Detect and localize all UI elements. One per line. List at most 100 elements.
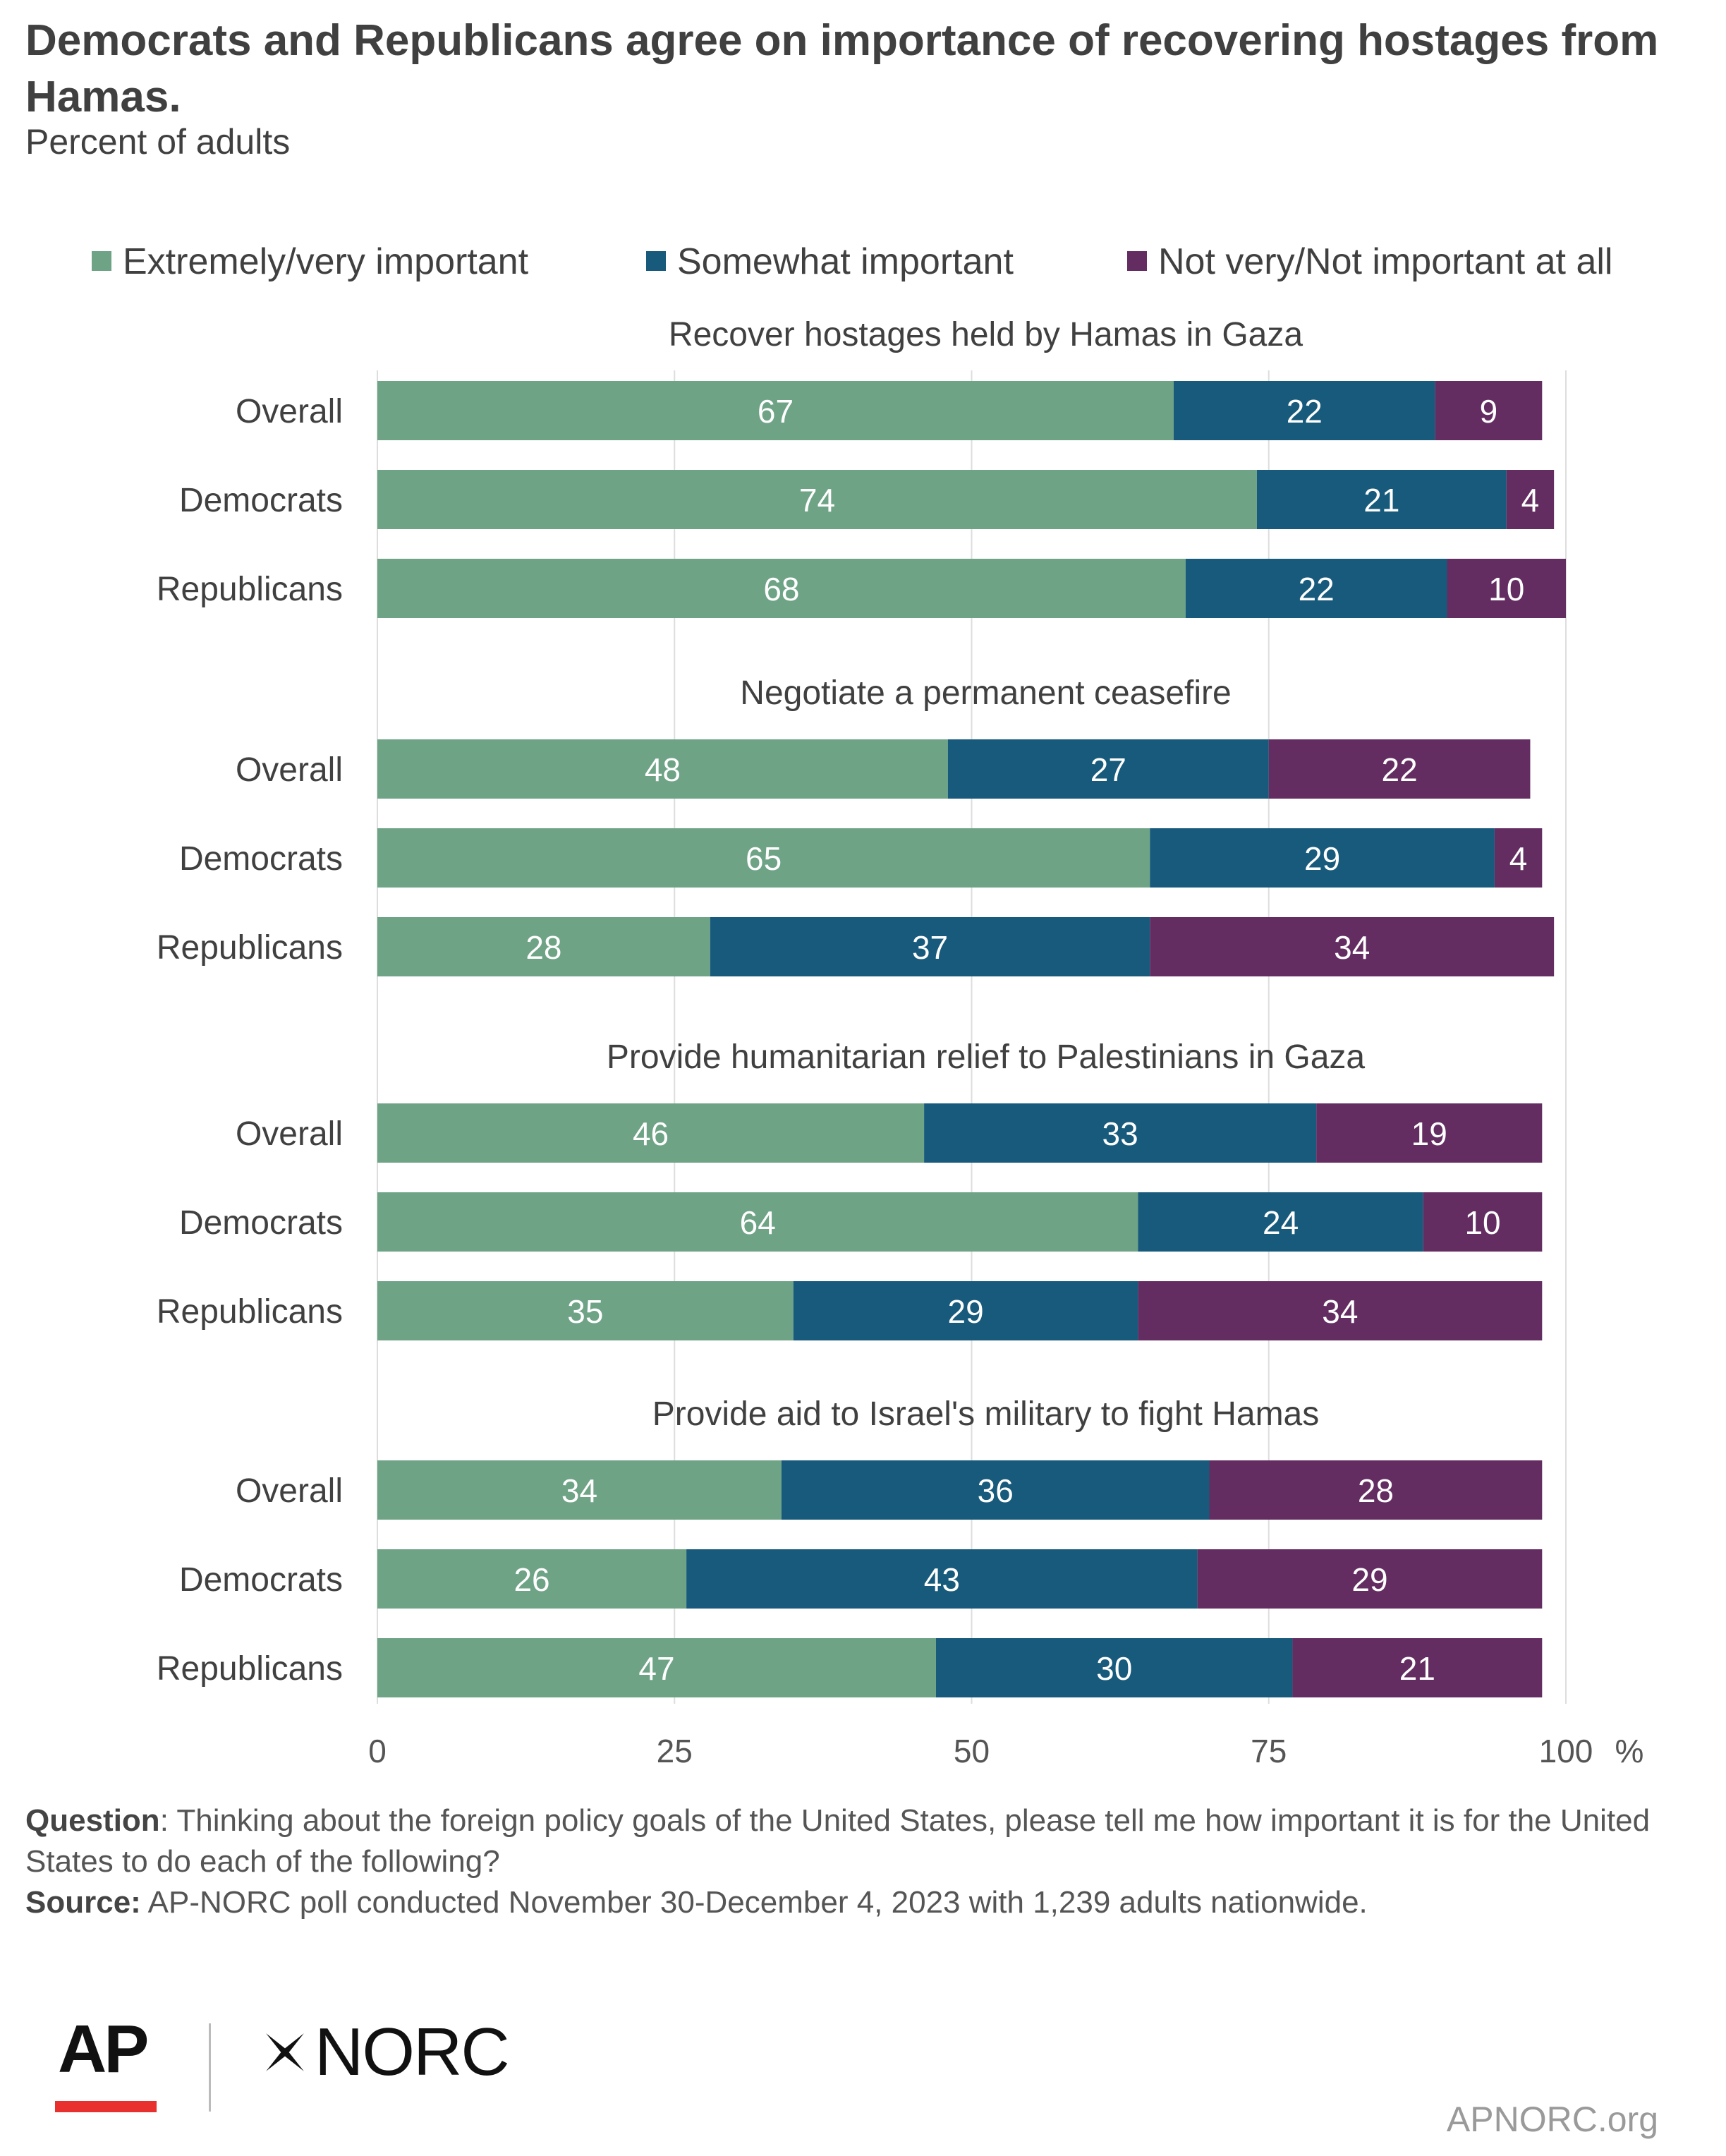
row-label-3-2: Republicans xyxy=(157,1650,343,1688)
question-text: : Thinking about the foreign policy goal… xyxy=(25,1803,1651,1879)
bar-segment-1-1-2 xyxy=(1494,828,1543,888)
chart-subtitle: Percent of adults xyxy=(25,122,291,162)
data-label-0-1-2: 4 xyxy=(1521,482,1540,519)
bar-segment-3-0-0 xyxy=(377,1460,782,1520)
data-label-0-2-0: 68 xyxy=(763,571,799,607)
norc-star-icon xyxy=(266,2033,304,2071)
data-label-0-2-1: 22 xyxy=(1299,571,1335,607)
ap-logo: AP xyxy=(58,2011,149,2087)
bar-segment-2-2-0 xyxy=(377,1281,794,1340)
bar-segment-0-2-0 xyxy=(377,559,1186,618)
bar-segment-2-0-1 xyxy=(924,1103,1317,1163)
bar-segment-3-2-0 xyxy=(377,1638,936,1697)
x-tick-label-1: 25 xyxy=(657,1733,693,1769)
data-label-2-2-1: 29 xyxy=(947,1293,983,1330)
bar-segment-3-1-1 xyxy=(686,1549,1198,1609)
bar-segment-1-0-2 xyxy=(1268,739,1531,799)
data-label-2-1-2: 10 xyxy=(1464,1204,1500,1241)
data-label-0-0-1: 22 xyxy=(1287,393,1323,430)
bar-segment-0-1-0 xyxy=(377,470,1257,529)
row-label-0-1: Democrats xyxy=(179,482,343,519)
bar-segment-2-0-2 xyxy=(1316,1103,1543,1163)
bar-segment-0-2-2 xyxy=(1447,559,1566,618)
legend-label-2: Not very/Not important at all xyxy=(1158,241,1612,282)
data-label-3-1-2: 29 xyxy=(1351,1561,1387,1598)
bar-segment-2-2-1 xyxy=(793,1281,1138,1340)
x-unit-label: % xyxy=(1615,1733,1644,1769)
data-label-1-0-0: 48 xyxy=(645,751,681,788)
bar-segment-2-1-1 xyxy=(1138,1192,1423,1252)
data-label-2-2-2: 34 xyxy=(1322,1293,1358,1330)
data-label-3-2-2: 21 xyxy=(1399,1650,1435,1687)
stacked-bar-chart: Extremely/very important Somewhat importa… xyxy=(92,241,1644,1769)
row-label-2-1: Democrats xyxy=(179,1204,343,1242)
row-label-3-0: Overall xyxy=(236,1472,343,1510)
bar-segment-3-1-0 xyxy=(377,1549,687,1609)
group-title-2: Provide humanitarian relief to Palestini… xyxy=(607,1038,1366,1076)
website-link[interactable]: APNORC.org xyxy=(1446,2100,1658,2139)
row-label-0-0: Overall xyxy=(236,393,343,430)
x-tick-label-0: 0 xyxy=(368,1733,387,1769)
data-label-1-2-1: 37 xyxy=(912,929,948,966)
row-label-2-0: Overall xyxy=(236,1115,343,1153)
bar-segment-1-2-2 xyxy=(1150,917,1555,976)
row-label-3-1: Democrats xyxy=(179,1561,343,1599)
group-title-1: Negotiate a permanent ceasefire xyxy=(740,674,1231,712)
row-label-1-2: Republicans xyxy=(157,929,343,967)
bar-segment-1-0-0 xyxy=(377,739,948,799)
bar-segment-0-1-1 xyxy=(1256,470,1507,529)
legend-label-0: Extremely/very important xyxy=(123,241,529,282)
row-label-0-2: Republicans xyxy=(157,571,343,608)
data-label-2-0-2: 19 xyxy=(1411,1115,1447,1152)
bar-segment-1-1-1 xyxy=(1150,828,1495,888)
data-label-0-2-2: 10 xyxy=(1488,571,1524,607)
bar-segment-3-0-1 xyxy=(781,1460,1210,1520)
bar-segment-3-0-2 xyxy=(1209,1460,1543,1520)
data-label-3-1-0: 26 xyxy=(513,1561,549,1598)
bar-segment-3-2-1 xyxy=(935,1638,1293,1697)
data-label-1-2-0: 28 xyxy=(525,929,561,966)
bar-segment-3-2-2 xyxy=(1292,1638,1543,1697)
data-label-1-2-2: 34 xyxy=(1334,929,1370,966)
row-label-1-1: Democrats xyxy=(179,840,343,878)
group-title-0: Recover hostages held by Hamas in Gaza xyxy=(669,316,1303,353)
data-label-1-0-2: 22 xyxy=(1382,751,1418,788)
source-label: Source: xyxy=(25,1885,141,1920)
ap-logo-underline xyxy=(55,2101,157,2112)
legend-swatch-1 xyxy=(646,251,666,271)
bar-segment-1-1-0 xyxy=(377,828,1150,888)
bar-segment-3-1-2 xyxy=(1197,1549,1543,1609)
data-label-3-1-1: 43 xyxy=(924,1561,960,1598)
bar-segment-2-1-2 xyxy=(1423,1192,1543,1252)
logo-divider xyxy=(209,2023,211,2112)
bar-segment-1-0-1 xyxy=(947,739,1269,799)
bar-segment-0-1-2 xyxy=(1506,470,1555,529)
data-label-2-0-1: 33 xyxy=(1102,1115,1138,1152)
bar-segment-0-0-2 xyxy=(1435,381,1543,440)
group-title-3: Provide aid to Israel's military to figh… xyxy=(652,1395,1320,1433)
data-label-0-0-2: 9 xyxy=(1480,393,1498,430)
source-note: Source: AP-NORC poll conducted November … xyxy=(25,1882,1704,1923)
norc-logo-text: NORC xyxy=(315,2014,510,2090)
data-label-3-2-1: 30 xyxy=(1096,1650,1132,1687)
data-label-0-1-0: 74 xyxy=(799,482,835,519)
legend-label-1: Somewhat important xyxy=(677,241,1014,282)
data-label-1-0-1: 27 xyxy=(1090,751,1126,788)
data-label-1-1-2: 4 xyxy=(1509,840,1528,877)
question-note: Question: Thinking about the foreign pol… xyxy=(25,1800,1704,1882)
bar-segment-2-1-0 xyxy=(377,1192,1138,1252)
bar-segment-2-2-2 xyxy=(1138,1281,1543,1340)
data-label-3-0-0: 34 xyxy=(561,1472,597,1509)
legend-swatch-0 xyxy=(92,251,111,271)
source-text: AP-NORC poll conducted November 30-Decem… xyxy=(140,1885,1368,1920)
data-label-3-0-1: 36 xyxy=(978,1472,1014,1509)
bar-segment-2-0-0 xyxy=(377,1103,925,1163)
bar-segment-0-0-1 xyxy=(1173,381,1435,440)
data-label-2-1-1: 24 xyxy=(1263,1204,1299,1241)
data-label-2-1-0: 64 xyxy=(740,1204,776,1241)
bar-segment-1-2-1 xyxy=(710,917,1150,976)
data-label-2-0-0: 46 xyxy=(633,1115,669,1152)
x-tick-label-4: 100 xyxy=(1539,1733,1593,1769)
footnote: Question: Thinking about the foreign pol… xyxy=(25,1800,1704,1923)
data-label-1-1-1: 29 xyxy=(1304,840,1340,877)
